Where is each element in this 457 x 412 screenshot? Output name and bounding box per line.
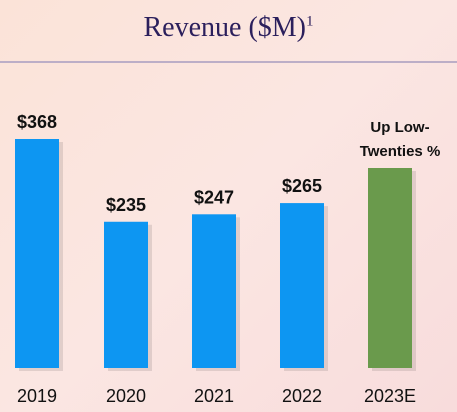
- bar-2021: [192, 214, 236, 368]
- x-tick-label-2019: 2019: [17, 386, 57, 406]
- x-tick-label-2021: 2021: [194, 386, 234, 406]
- title-footnote-marker: 1: [306, 13, 314, 30]
- x-tick-label-2020: 2020: [106, 386, 146, 406]
- chart-title-text: Revenue ($M): [143, 12, 306, 43]
- x-tick-label-2023E: 2023E: [364, 386, 416, 406]
- data-label-2023E: Up Low-Twenties %: [360, 119, 441, 160]
- data-label-2019: $368: [17, 112, 57, 132]
- data-label-2021: $247: [194, 187, 234, 207]
- data-label-2020: $235: [106, 195, 146, 215]
- bar-2022: [280, 203, 324, 368]
- chart-title: Revenue ($M)1: [0, 12, 457, 44]
- title-divider: [0, 61, 457, 63]
- data-label-2022: $265: [282, 176, 322, 196]
- bar-2023E: [368, 168, 412, 368]
- bar-2019: [15, 139, 59, 368]
- x-tick-label-2022: 2022: [282, 386, 322, 406]
- bar-2020: [104, 221, 148, 368]
